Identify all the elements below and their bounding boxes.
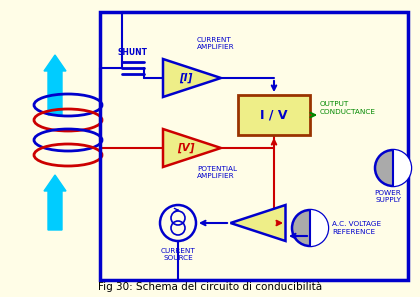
Text: CURRENT
SOURCE: CURRENT SOURCE bbox=[160, 248, 195, 261]
Circle shape bbox=[375, 150, 411, 186]
Bar bbox=[100, 12, 408, 280]
Circle shape bbox=[292, 210, 328, 246]
Text: OUTPUT
CONDUCTANCE: OUTPUT CONDUCTANCE bbox=[320, 102, 376, 115]
FancyArrow shape bbox=[44, 55, 66, 115]
Bar bbox=[238, 95, 310, 135]
Polygon shape bbox=[163, 59, 221, 97]
FancyArrow shape bbox=[44, 175, 66, 230]
Text: I / V: I / V bbox=[260, 108, 288, 121]
Wedge shape bbox=[393, 150, 411, 186]
Text: POWER
SUPPLY: POWER SUPPLY bbox=[375, 190, 402, 203]
Polygon shape bbox=[163, 129, 221, 167]
Text: [I]: [I] bbox=[179, 73, 193, 83]
Text: Fig 30: Schema del circuito di conducibilità: Fig 30: Schema del circuito di conducibi… bbox=[98, 282, 322, 292]
Text: POTENTIAL
AMPLIFIER: POTENTIAL AMPLIFIER bbox=[197, 166, 237, 179]
Wedge shape bbox=[310, 210, 328, 246]
Text: [V]: [V] bbox=[177, 143, 195, 153]
Text: A.C. VOLTAGE
REFERENCE: A.C. VOLTAGE REFERENCE bbox=[332, 222, 381, 235]
Text: SHUNT: SHUNT bbox=[118, 48, 148, 57]
Text: CURRENT
AMPLIFIER: CURRENT AMPLIFIER bbox=[197, 37, 235, 50]
Polygon shape bbox=[231, 205, 286, 241]
